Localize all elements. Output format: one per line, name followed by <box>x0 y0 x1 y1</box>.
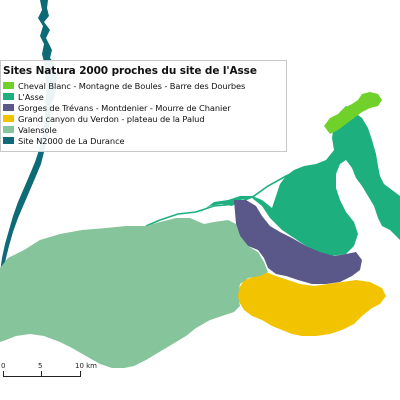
legend-label: Valensole <box>18 124 57 135</box>
legend-label: Gorges de Trévans - Montdenier - Mourre … <box>18 102 231 113</box>
legend-item-cheval-blanc: Cheval Blanc - Montagne de Boules - Barr… <box>3 80 280 91</box>
scale-tick <box>80 371 81 377</box>
scale-label-0: 0 <box>1 362 6 370</box>
legend-swatch <box>3 115 14 122</box>
asse-site <box>198 106 400 256</box>
legend-title: Sites Natura 2000 proches du site de l'A… <box>3 65 257 77</box>
legend-label: Grand canyon du Verdon - plateau de la P… <box>18 113 205 124</box>
legend-label: Cheval Blanc - Montagne de Boules - Barr… <box>18 80 246 91</box>
legend-item-durance: Site N2000 de La Durance <box>3 135 280 146</box>
cheval-blanc-site <box>324 92 382 134</box>
legend-swatch <box>3 104 14 111</box>
legend-label: L'Asse <box>18 91 44 102</box>
scale-tick <box>3 371 4 377</box>
scale-bar-line <box>3 373 81 377</box>
valensole-site <box>0 218 268 368</box>
scale-bar: 0 5 10 km <box>0 362 140 392</box>
legend-item-verdon: Grand canyon du Verdon - plateau de la P… <box>3 113 280 124</box>
legend-item-valensole: Valensole <box>3 124 280 135</box>
verdon-site <box>238 272 386 336</box>
scale-label-10: 10 km <box>75 362 98 370</box>
legend-swatch <box>3 137 14 144</box>
gorges-trevans-site <box>234 200 362 284</box>
legend-swatch <box>3 126 14 133</box>
scale-tick <box>41 371 42 377</box>
legend-swatch <box>3 82 14 89</box>
map-legend: Sites Natura 2000 proches du site de l'A… <box>0 60 287 152</box>
legend-label: Site N2000 de La Durance <box>18 135 125 146</box>
legend-item-gorges-trevans: Gorges de Trévans - Montdenier - Mourre … <box>3 102 280 113</box>
legend-swatch <box>3 93 14 100</box>
scale-label-5: 5 <box>38 362 43 370</box>
legend-item-asse: L'Asse <box>3 91 280 102</box>
